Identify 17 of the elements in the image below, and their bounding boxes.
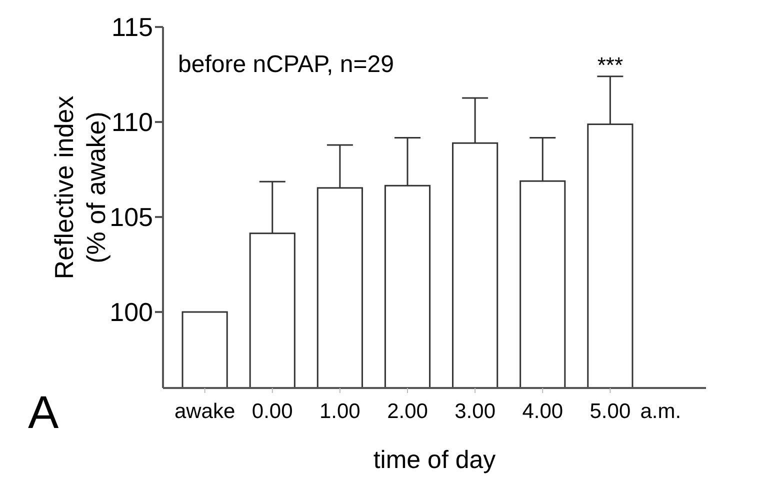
y-tick-label: 115 bbox=[112, 12, 153, 42]
x-tick-label: 4.00 bbox=[522, 400, 564, 423]
x-tick-label: 5.00 bbox=[590, 400, 631, 423]
annotation: before nCPAP, n=29 bbox=[178, 51, 394, 78]
y-axis-title: Reflective index (% of awake) bbox=[49, 96, 111, 280]
y-tick-label: 110 bbox=[112, 107, 153, 138]
y-tick-label: 105 bbox=[110, 202, 153, 232]
text: a.m. bbox=[640, 400, 682, 423]
x-axis-title: time of day bbox=[373, 446, 496, 474]
x-tick-label: awake bbox=[174, 400, 236, 423]
x-tick-label: 0.00 bbox=[252, 400, 293, 423]
x-tick-label: 3.00 bbox=[454, 400, 496, 423]
x-tick-label: 1.00 bbox=[320, 400, 360, 423]
x-tick-label: 2.00 bbox=[387, 400, 428, 423]
text: A bbox=[28, 386, 59, 438]
y-tick-label: 100 bbox=[110, 297, 153, 328]
annotation: *** bbox=[597, 52, 624, 78]
